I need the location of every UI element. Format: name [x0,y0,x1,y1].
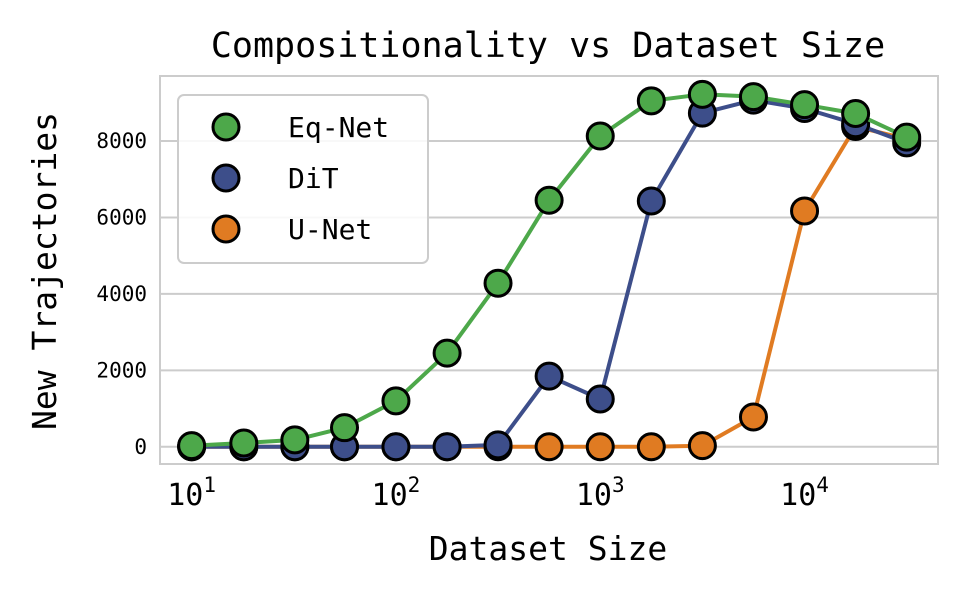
legend-label: DiT [288,162,339,195]
x-axis-label: Dataset Size [429,529,667,568]
data-point [534,432,564,462]
data-point [381,432,411,462]
series-layer [177,79,922,462]
data-point [381,386,411,416]
data-point [687,79,717,109]
y-tick-label: 6000 [96,205,147,229]
series-eq-net [177,79,922,461]
data-point [892,122,922,152]
x-tick-label: 101 [167,473,216,513]
data-point [790,196,820,226]
y-axis-label: New Trajectories [25,112,64,430]
data-point [636,86,666,116]
data-point [280,425,310,455]
data-point [534,361,564,391]
legend-marker [211,214,241,244]
y-tick-label: 0 [134,435,147,459]
y-axis: 0 2000 4000 6000 8000 [96,129,147,459]
legend-label: Eq-Net [288,111,389,144]
legend-label: U-Net [288,213,372,246]
data-point [330,413,360,443]
y-tick-label: 4000 [96,282,147,306]
plot-frame [159,75,939,465]
x-tick-label: 103 [576,473,625,513]
data-point [687,431,717,461]
data-point [483,268,513,298]
data-point [738,402,768,432]
data-point [636,186,666,216]
data-point [585,384,615,414]
x-tick-label: 102 [372,473,421,513]
y-tick-label: 2000 [96,358,147,382]
data-point [432,432,462,462]
legend-marker [211,112,241,142]
chart-title: Compositionality vs Dataset Size [211,26,885,66]
data-point [790,90,820,120]
data-point [534,185,564,215]
data-point [177,431,207,461]
data-point [841,98,871,128]
y-tick-label: 8000 [96,129,147,153]
x-axis: 101 102 103 104 [167,473,829,513]
data-point [738,82,768,112]
legend-box [177,94,429,264]
legend-marker [211,163,241,193]
data-point [636,432,666,462]
legend: Eq-Net DiT U-Net [177,94,429,264]
x-tick-label: 104 [780,473,829,513]
data-point [585,432,615,462]
data-point [483,430,513,460]
data-point [229,428,259,458]
data-point [585,121,615,151]
data-point [432,338,462,368]
